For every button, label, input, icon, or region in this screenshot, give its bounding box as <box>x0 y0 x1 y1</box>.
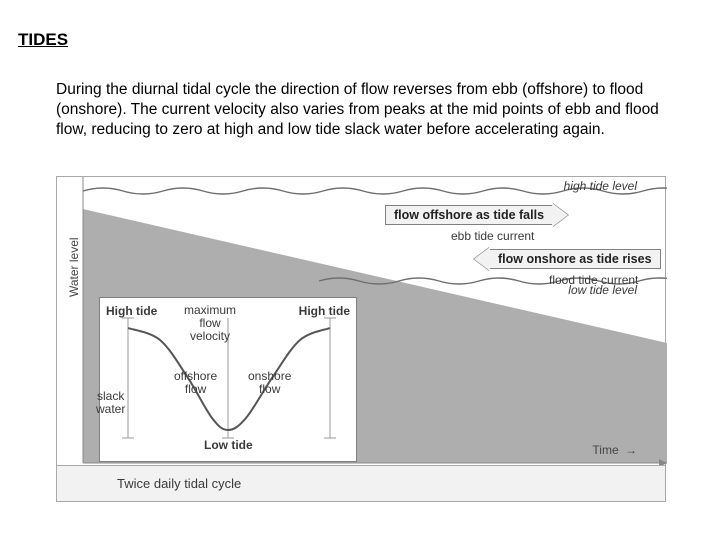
ebb-arrow: flow offshore as tide falls <box>385 205 553 225</box>
section-heading: TIDES <box>18 30 68 50</box>
high-tide-label: high tide level <box>564 179 637 193</box>
body-paragraph: During the diurnal tidal cycle the direc… <box>56 80 666 139</box>
x-axis-label-text: Time <box>592 443 618 457</box>
inset-high-left: High tide <box>106 304 157 318</box>
inset-offshore: offshore flow <box>174 370 217 396</box>
inset-onshore: onshore flow <box>248 370 291 396</box>
inset-high-right: High tide <box>299 304 350 318</box>
ebb-sublabel: ebb tide current <box>451 229 534 243</box>
inset-low: Low tide <box>204 438 253 452</box>
flood-arrow: flow onshore as tide rises <box>489 249 661 269</box>
flood-arrow-label: flow onshore as tide rises <box>498 252 652 266</box>
diagram-caption: Twice daily tidal cycle <box>117 476 241 491</box>
x-axis-label: Time → <box>592 443 637 457</box>
ebb-arrow-label: flow offshore as tide falls <box>394 208 544 222</box>
tidal-cycle-inset: High tide High tide Low tide maximum flo… <box>99 297 357 462</box>
flood-sublabel: flood tide current <box>549 273 638 287</box>
tide-diagram: Water level Time → high tide level low t… <box>56 176 666 502</box>
diagram-caption-strip: Twice daily tidal cycle <box>57 465 665 501</box>
inset-slack: slack water <box>96 390 125 416</box>
inset-max-velocity: maximum flow velocity <box>184 304 236 344</box>
y-axis-label: Water level <box>67 237 81 297</box>
